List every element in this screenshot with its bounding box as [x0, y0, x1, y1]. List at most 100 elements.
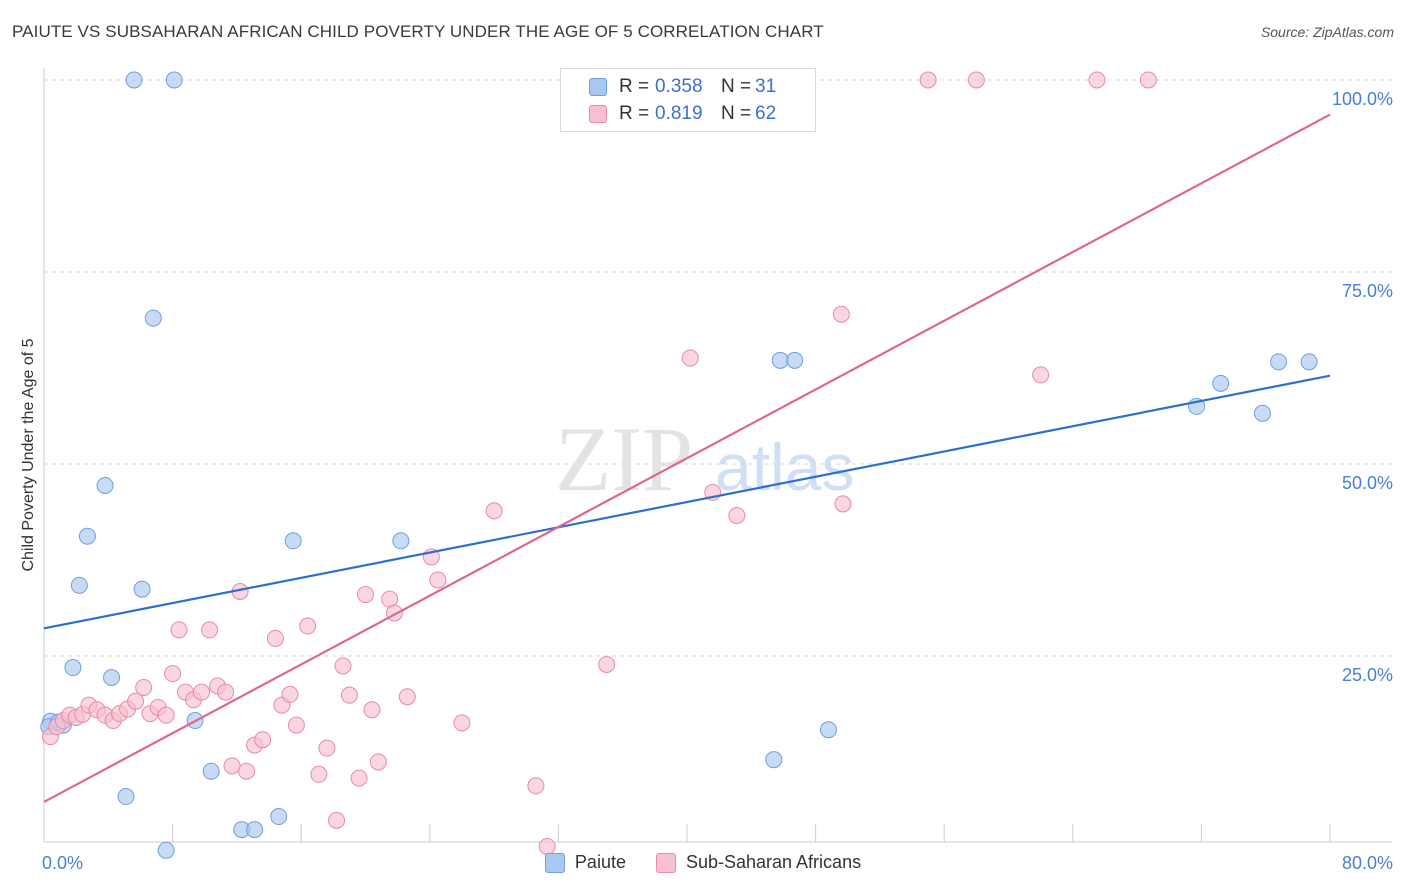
- point-paiute: [144, 309, 162, 327]
- legend-swatch-subsaharan: [589, 105, 607, 123]
- trend-lines: [43, 113, 1331, 803]
- point-subsaharan: [340, 686, 358, 704]
- point-subsaharan: [350, 769, 368, 787]
- point-paiute: [392, 532, 410, 550]
- point-subsaharan: [217, 683, 235, 701]
- point-subsaharan: [299, 617, 317, 635]
- point-paiute: [1253, 404, 1271, 422]
- point-subsaharan: [266, 629, 284, 647]
- point-subsaharan: [318, 739, 336, 757]
- legend-r-value: 0.819: [655, 103, 703, 124]
- point-subsaharan: [728, 506, 746, 524]
- legend-r-label: R =: [619, 103, 650, 124]
- point-subsaharan: [357, 586, 374, 604]
- point-subsaharan: [834, 495, 852, 513]
- point-paiute: [819, 721, 837, 739]
- point-subsaharan: [1139, 71, 1157, 89]
- point-subsaharan: [429, 571, 447, 589]
- legend-row-paiute: R = 0.358 N = 31: [561, 73, 776, 101]
- point-subsaharan: [832, 305, 850, 323]
- point-subsaharan: [363, 701, 381, 719]
- chart-title: PAIUTE VS SUBSAHARAN AFRICAN CHILD POVER…: [12, 22, 824, 41]
- point-paiute: [246, 821, 264, 839]
- legend-n-value: 62: [755, 103, 777, 124]
- point-paiute: [117, 788, 135, 806]
- point-paiute: [103, 669, 121, 687]
- point-paiute: [78, 527, 96, 545]
- watermark-zip: ZIP: [555, 408, 693, 510]
- point-subsaharan: [369, 753, 387, 771]
- point-subsaharan: [164, 665, 182, 683]
- point-subsaharan: [127, 692, 145, 710]
- point-paiute: [133, 580, 151, 598]
- bottom-legend-swatch-subsaharan: [655, 852, 676, 873]
- point-subsaharan: [287, 716, 305, 734]
- legend: R = 0.358 N = 31 R = 0.819 N = 62: [560, 68, 816, 132]
- point-paiute: [202, 762, 220, 780]
- legend-n-label: N =: [721, 76, 752, 97]
- point-subsaharan: [193, 683, 211, 701]
- legend-row-subsaharan: R = 0.819 N = 62: [561, 100, 776, 128]
- point-paiute: [270, 808, 288, 826]
- bottom-legend-subsaharan[interactable]: Sub-Saharan Africans: [655, 852, 862, 873]
- point-subsaharan: [485, 502, 503, 520]
- point-subsaharan: [254, 731, 272, 749]
- point-subsaharan: [527, 777, 545, 795]
- point-subsaharan: [310, 765, 328, 783]
- legend-swatch-paiute: [589, 78, 607, 96]
- point-paiute: [125, 71, 143, 89]
- point-paiute: [96, 477, 114, 495]
- point-paiute: [284, 532, 302, 550]
- point-paiute: [771, 351, 789, 369]
- data-points: [40, 71, 1318, 859]
- x-tick-label: 0.0%: [42, 853, 83, 873]
- point-subsaharan: [453, 714, 471, 732]
- point-paiute: [70, 576, 88, 594]
- point-subsaharan: [328, 811, 346, 829]
- grid-lines: [44, 79, 1392, 657]
- point-subsaharan: [598, 655, 616, 673]
- point-subsaharan: [919, 71, 937, 89]
- trend-line-paiute: [43, 374, 1331, 630]
- source-label: Source: ZipAtlas.com: [1260, 24, 1394, 40]
- point-subsaharan: [1032, 366, 1050, 384]
- x-tick-label: 80.0%: [1342, 853, 1393, 873]
- axes: [43, 68, 1392, 843]
- point-paiute: [1212, 374, 1230, 392]
- point-subsaharan: [681, 349, 699, 367]
- tick-labels: 25.0% 50.0% 75.0% 100.0% 0.0% 80.0%: [42, 89, 1393, 873]
- point-subsaharan: [238, 762, 256, 780]
- point-subsaharan: [157, 706, 175, 724]
- legend-r-label: R =: [619, 76, 650, 97]
- y-tick-label: 100.0%: [1332, 89, 1393, 109]
- legend-n-label: N =: [721, 103, 752, 124]
- point-paiute: [1300, 353, 1318, 371]
- point-subsaharan: [398, 688, 416, 706]
- bottom-legend-label-subsaharan: Sub-Saharan Africans: [685, 852, 862, 872]
- bottom-legend: Paiute Sub-Saharan Africans: [0, 852, 1406, 873]
- point-subsaharan: [170, 621, 188, 639]
- point-subsaharan: [967, 71, 985, 89]
- y-tick-label: 50.0%: [1342, 473, 1393, 493]
- point-paiute: [165, 71, 183, 89]
- point-paiute: [64, 659, 82, 677]
- point-subsaharan: [334, 657, 352, 675]
- legend-r-value: 0.358: [655, 76, 703, 97]
- point-subsaharan: [135, 678, 153, 696]
- y-tick-label: 25.0%: [1342, 665, 1393, 685]
- point-paiute: [157, 841, 175, 859]
- point-paiute: [1270, 353, 1288, 371]
- point-paiute: [765, 751, 783, 769]
- point-subsaharan: [1088, 71, 1106, 89]
- bottom-legend-label-paiute: Paiute: [574, 852, 626, 872]
- point-subsaharan: [223, 757, 241, 775]
- bottom-legend-swatch-paiute: [544, 852, 565, 873]
- y-tick-label: 75.0%: [1342, 281, 1393, 301]
- bottom-legend-paiute[interactable]: Paiute: [544, 852, 626, 873]
- point-paiute: [786, 351, 804, 369]
- point-subsaharan: [201, 621, 219, 639]
- point-subsaharan: [281, 685, 299, 703]
- trend-line-subsaharan: [43, 113, 1331, 803]
- legend-n-value: 31: [755, 76, 777, 97]
